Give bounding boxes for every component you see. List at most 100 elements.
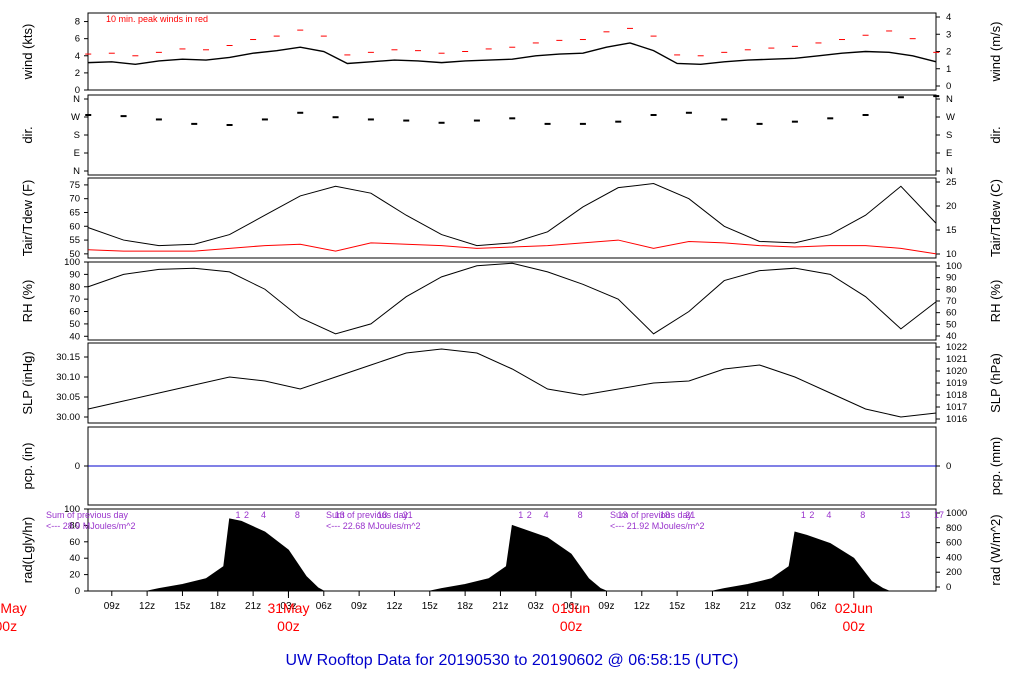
slp-right-tick-label: 1021 [946, 354, 967, 365]
x-tick-label: 09z [351, 601, 367, 612]
rad-hour-marker: 18 [377, 510, 387, 520]
temp-right-tick-label: 10 [946, 249, 957, 260]
rh-right-tick-label: 70 [946, 296, 957, 307]
x-tick-label: 03z [528, 601, 544, 612]
day-label-hour: 00z [0, 618, 17, 634]
x-tick-label: 15z [174, 601, 190, 612]
rad-hour-marker: 2 [527, 510, 532, 520]
dir-point [615, 120, 622, 123]
rad-ylabel-right: rad (W/m^2) [988, 514, 1003, 585]
rh-line-rh [88, 262, 937, 335]
rh-left-tick-label: 90 [69, 269, 80, 280]
rad-hour-marker: 1 [518, 510, 523, 520]
rad-left-tick-label: 80 [69, 520, 80, 531]
dir-point [155, 118, 162, 121]
rh-right-tick-label: 40 [946, 331, 957, 342]
dir-point [897, 96, 904, 99]
rad-right-tick-label: 800 [946, 523, 962, 534]
temp-left-tick-label: 60 [69, 221, 80, 232]
wind-panel-frame [87, 12, 937, 91]
x-tick-label: 03z [775, 601, 791, 612]
rad-sum-title: Sum of previous day [46, 510, 129, 520]
panel-frames [84, 12, 940, 598]
temp-left-tick-label: 65 [69, 207, 80, 218]
dir-left-tick-label: E [74, 148, 80, 159]
x-tick-label: 03z [280, 601, 296, 612]
dir-ylabel-left: dir. [20, 126, 35, 143]
rh-left-tick-label: 70 [69, 294, 80, 305]
dir-point [85, 114, 92, 116]
pcp-left-tick-label: 0 [75, 461, 80, 472]
x-tick-label: 15z [669, 601, 685, 612]
rh-left-tick-label: 50 [69, 319, 80, 330]
dir-point [544, 122, 551, 125]
rad-hour-marker: 8 [860, 510, 865, 520]
dir-ylabel-right: dir. [988, 126, 1003, 143]
dir-left-tick-label: N [73, 166, 80, 177]
temp-right-tick-label: 15 [946, 225, 957, 236]
rad-hour-marker: 21 [403, 510, 413, 520]
slp-right-tick-label: 1022 [946, 342, 967, 353]
pcp-right-tick-label: 0 [946, 461, 951, 472]
slp-ylabel-left: SLP (inHg) [20, 351, 35, 414]
slp-right-tick-label: 1016 [946, 414, 967, 425]
rh-ylabel-left: RH (%) [20, 280, 35, 323]
rad-hour-marker: 1 [236, 510, 241, 520]
temp-left-tick-label: 75 [69, 180, 80, 191]
rh-left-tick-label: 60 [69, 307, 80, 318]
wind-ylabel-right: wind (m/s) [988, 22, 1003, 83]
dir-point [862, 114, 869, 116]
rad-hour-marker: 13 [900, 510, 910, 520]
x-tick-label: 09z [598, 601, 614, 612]
temp-left-tick-label: 55 [69, 235, 80, 246]
day-label-hour: 00z [277, 618, 300, 634]
rad-hour-marker: 4 [826, 510, 831, 520]
x-tick-label: 18z [457, 601, 473, 612]
dir-point [721, 118, 728, 121]
rh-ylabel-right: RH (%) [988, 280, 1003, 323]
dir-point [297, 111, 304, 114]
wind-left-tick-label: 6 [75, 34, 80, 45]
rad-sum-title: Sum of previous day [610, 510, 693, 520]
dir-right-tick-label: W [946, 112, 955, 123]
rad-hour-marker: 2 [244, 510, 249, 520]
rad-left-tick-label: 100 [64, 504, 80, 515]
x-tick-label: 12z [139, 601, 155, 612]
temp-right-tick-label: 25 [946, 177, 957, 188]
dir-left-tick-label: N [73, 94, 80, 105]
dir-point [120, 115, 127, 118]
rad-hour-marker: 13 [617, 510, 627, 520]
dir-point [473, 119, 480, 122]
x-tick-label: 06z [316, 601, 332, 612]
radiation-area [88, 518, 937, 592]
dir-left-tick-label: S [74, 130, 80, 141]
wind-left-tick-label: 4 [75, 51, 80, 62]
rh-panel-frame [87, 261, 937, 341]
temp-left-tick-label: 50 [69, 249, 80, 260]
x-tick-label: 09z [104, 601, 120, 612]
temp-panel-frame [87, 177, 937, 259]
wind-left-tick-label: 2 [75, 68, 80, 79]
dir-point [933, 95, 940, 98]
dir-point [685, 111, 692, 114]
slp-line-slp [88, 348, 937, 418]
pcp-ylabel-left: pcp. (in) [20, 443, 35, 490]
rad-hour-marker: 18 [660, 510, 670, 520]
day-label-hour: 00z [843, 618, 866, 634]
rad-right-tick-label: 1000 [946, 508, 967, 519]
rh-right-tick-label: 100 [946, 261, 962, 272]
rad-right-tick-label: 0 [946, 582, 951, 593]
dir-point [191, 122, 198, 125]
dir-point [438, 121, 445, 124]
wind-line-wind-speed [88, 42, 937, 66]
rad-sum-value: <--- 28.9 MJoules/m^2 [46, 521, 136, 531]
dir-point [756, 122, 763, 125]
rad-right-tick-label: 600 [946, 538, 962, 549]
rad-hour-marker: 8 [578, 510, 583, 520]
x-tick-label: 18z [210, 601, 226, 612]
temp-right-tick-label: 20 [946, 201, 957, 212]
dir-point [332, 116, 339, 119]
wind-peak-note: 10 min. peak winds in red [106, 14, 208, 24]
rh-right-tick-label: 90 [946, 273, 957, 284]
